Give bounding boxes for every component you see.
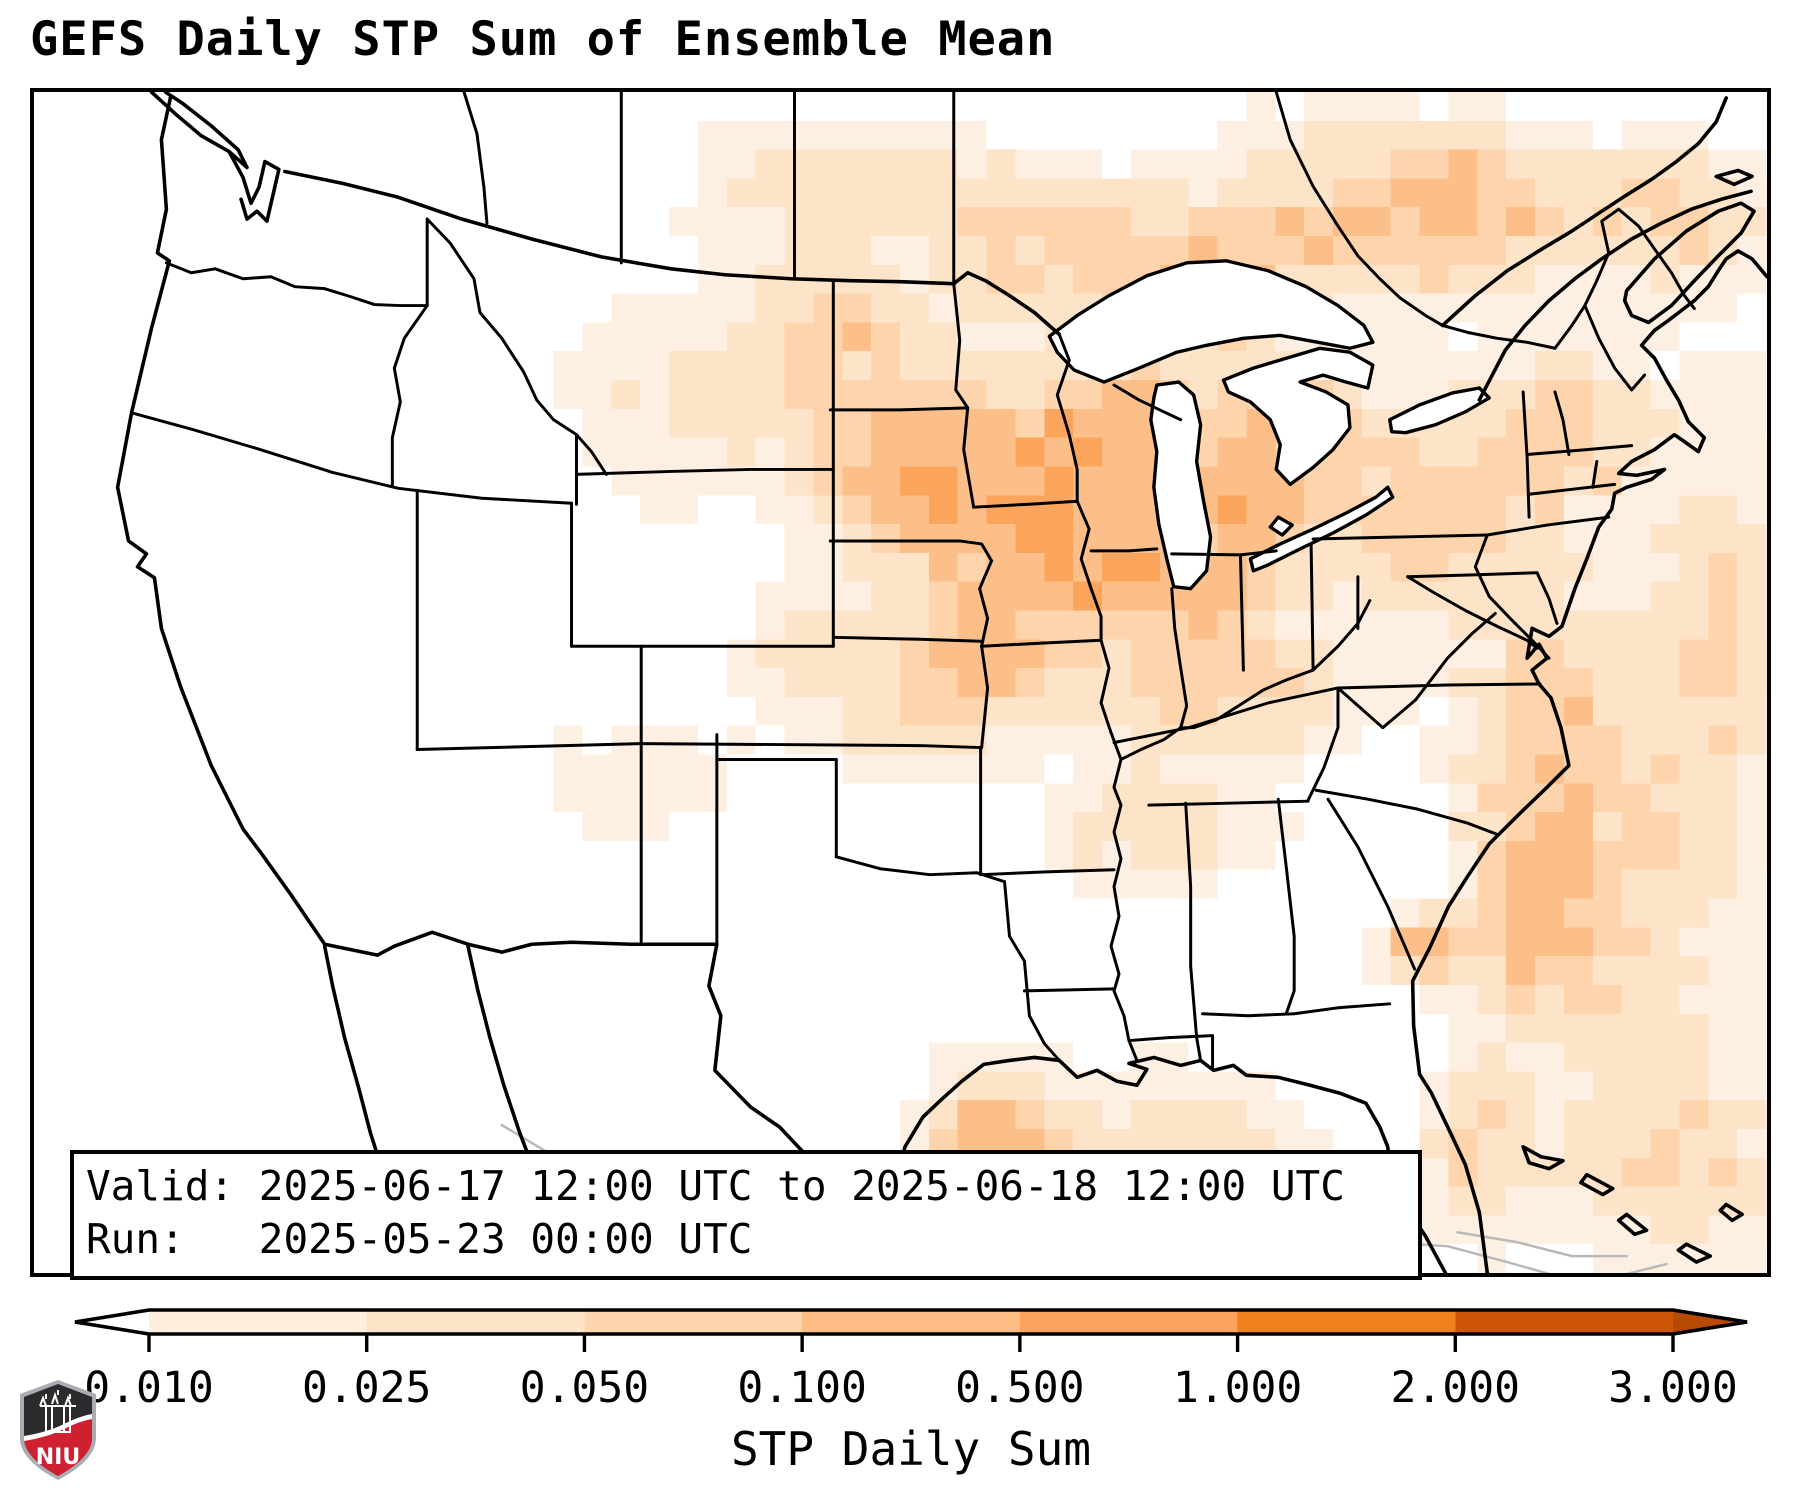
- colorbar-ticks: [147, 1334, 1675, 1352]
- svg-text:0.500: 0.500: [955, 1363, 1084, 1413]
- colorbar-over-arrow: [1673, 1310, 1747, 1334]
- colorbar-label: STP Daily Sum: [730, 1422, 1092, 1476]
- colorbar-segments: [149, 1310, 1674, 1334]
- svg-text:0.025: 0.025: [302, 1363, 431, 1413]
- valid-time-text: Valid: 2025-06-17 12:00 UTC to 2025-06-1…: [86, 1162, 1345, 1210]
- logo-niu-text: NIU: [36, 1445, 80, 1470]
- colorbar-tick-labels: 0.010 0.025 0.050 0.100 0.500 1.000 2.000 3.000: [84, 1363, 1737, 1413]
- validity-info-box: Valid: 2025-06-17 12:00 UTC to 2025-06-1…: [70, 1150, 1422, 1280]
- svg-text:3.000: 3.000: [1608, 1363, 1737, 1413]
- niu-logo: NIU: [20, 1380, 96, 1480]
- svg-text:0.010: 0.010: [84, 1363, 213, 1413]
- colorbar-under-arrow: [75, 1310, 149, 1334]
- colorbar: 0.010 0.025 0.050 0.100 0.500 1.000 2.000 3.000: [74, 1308, 1748, 1413]
- svg-text:1.000: 1.000: [1173, 1363, 1302, 1413]
- logo-red-band: [24, 1418, 92, 1476]
- heatmap-cells: [553, 92, 1767, 1273]
- logo-swoosh: [24, 1414, 92, 1441]
- svg-text:0.100: 0.100: [737, 1363, 866, 1413]
- state-borders: [130, 92, 1696, 1069]
- us-map-svg: [115, 92, 1767, 1273]
- logo-castle-icon: [39, 1390, 76, 1433]
- map-panel: Valid: 2025-06-17 12:00 UTC to 2025-06-1…: [30, 88, 1771, 1280]
- great-lakes: [1047, 259, 1491, 591]
- svg-text:0.050: 0.050: [520, 1363, 649, 1413]
- figure-title: GEFS Daily STP Sum of Ensemble Mean: [30, 12, 1056, 67]
- run-time-text: Run: 2025-05-23 00:00 UTC: [86, 1215, 753, 1263]
- svg-text:2.000: 2.000: [1391, 1363, 1520, 1413]
